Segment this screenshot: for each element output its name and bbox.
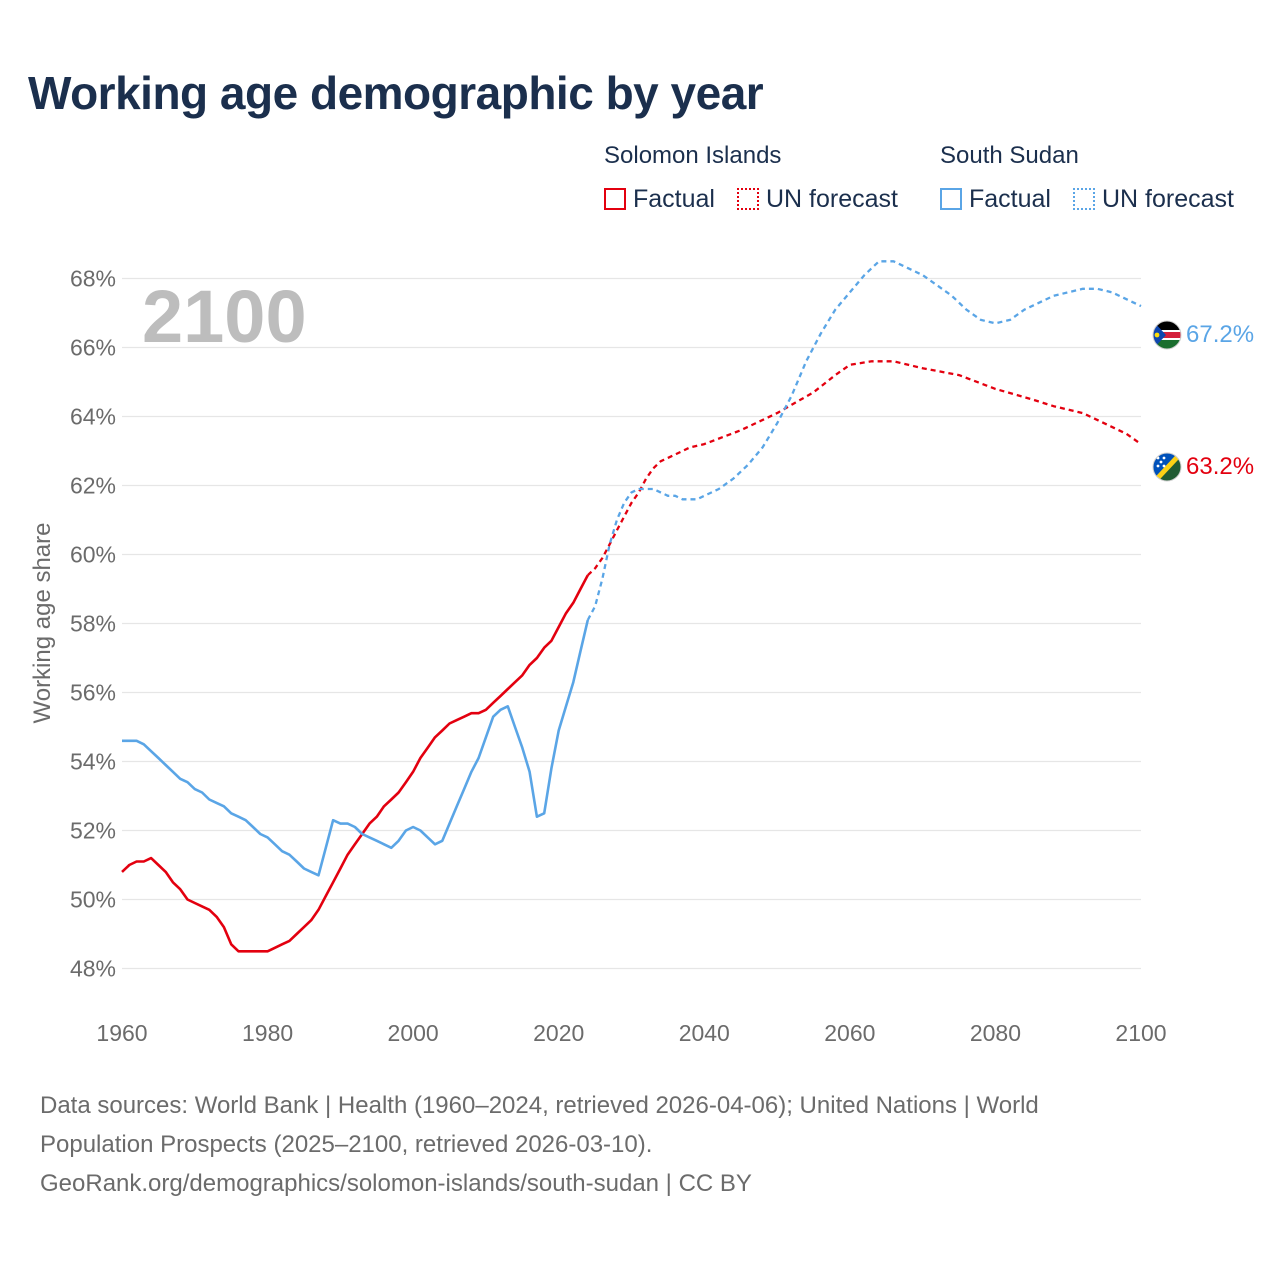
factual-line-solomon-islands (121, 574, 589, 953)
x-tick-label: 2080 (970, 1020, 1021, 1046)
footer-sources: Data sources: World Bank | Health (1960–… (40, 1086, 1240, 1203)
end-value-label-solomon-islands: 63.2% (1186, 453, 1254, 480)
y-tick-label: 56% (70, 680, 116, 706)
y-tick-label: 54% (70, 749, 116, 775)
flag-ring (1152, 452, 1182, 482)
line-chart: 48%50%52%54%56%58%60%62%64%66%68% 1960 19… (29, 260, 1254, 1046)
legend-label: Factual (633, 184, 715, 213)
solomon-islands-flag-icon (1153, 453, 1181, 481)
legend-swatch-solid (940, 188, 962, 210)
grid-lines (122, 277, 1141, 970)
legend-item-solomon-factual[interactable]: Factual (604, 184, 715, 214)
y-tick-label: 52% (70, 818, 116, 844)
legend-label: Factual (969, 184, 1051, 213)
factual-line-south-sudan (122, 619, 590, 877)
flag-ring (1152, 320, 1182, 350)
forecast-line-south-sudan (586, 260, 1142, 621)
footer-line[interactable]: GeoRank.org/demographics/solomon-islands… (40, 1170, 752, 1197)
y-tick-label: 60% (70, 542, 116, 568)
x-tick-label: 1960 (96, 1020, 147, 1046)
x-tick-label: 2020 (533, 1020, 584, 1046)
x-tick-label: 1980 (242, 1020, 293, 1046)
legend-item-sudan-forecast[interactable]: UN forecast (1073, 184, 1234, 214)
end-value-label-south-sudan: 67.2% (1186, 321, 1254, 348)
forecast-line-solomon-islands (587, 360, 1142, 577)
legend-swatch-solid (604, 188, 626, 210)
footer-line: Population Prospects (2025–2100, retriev… (40, 1131, 653, 1158)
legend-item-solomon-forecast[interactable]: UN forecast (737, 184, 898, 214)
legend-country-label: South Sudan (940, 142, 1079, 169)
south-sudan-flag-icon (1153, 321, 1181, 349)
x-axis-ticks: 1960 1980 2000 2020 2040 2060 2080 2100 (96, 1020, 1166, 1046)
legend-label: UN forecast (1102, 184, 1234, 213)
y-tick-label: 66% (70, 335, 116, 361)
x-tick-label: 2040 (679, 1020, 730, 1046)
y-axis-ticks: 48% 50% 52% 54% 56% 58% 60% 62% 64% 66% 68% (70, 266, 116, 982)
y-tick-label: 50% (70, 887, 116, 913)
x-tick-label: 2100 (1115, 1020, 1166, 1046)
legend-item-sudan-factual[interactable]: Factual (940, 184, 1051, 214)
x-tick-label: 2000 (388, 1020, 439, 1046)
legend-label: UN forecast (766, 184, 898, 213)
legend-country-label: Solomon Islands (604, 142, 782, 169)
series-lines (121, 260, 1142, 953)
x-tick-label: 2060 (824, 1020, 875, 1046)
y-tick-label: 64% (70, 404, 116, 430)
year-watermark: 2100 (142, 275, 307, 358)
chart-title: Working age demographic by year (28, 67, 764, 119)
y-axis-title: Working age share (29, 523, 56, 724)
legend-swatch-dotted (1073, 188, 1095, 210)
y-tick-label: 48% (70, 956, 116, 982)
y-tick-label: 68% (70, 266, 116, 292)
y-tick-label: 62% (70, 473, 116, 499)
legend-swatch-dotted (737, 188, 759, 210)
footer-line: Data sources: World Bank | Health (1960–… (40, 1092, 1039, 1119)
y-tick-label: 58% (70, 611, 116, 637)
